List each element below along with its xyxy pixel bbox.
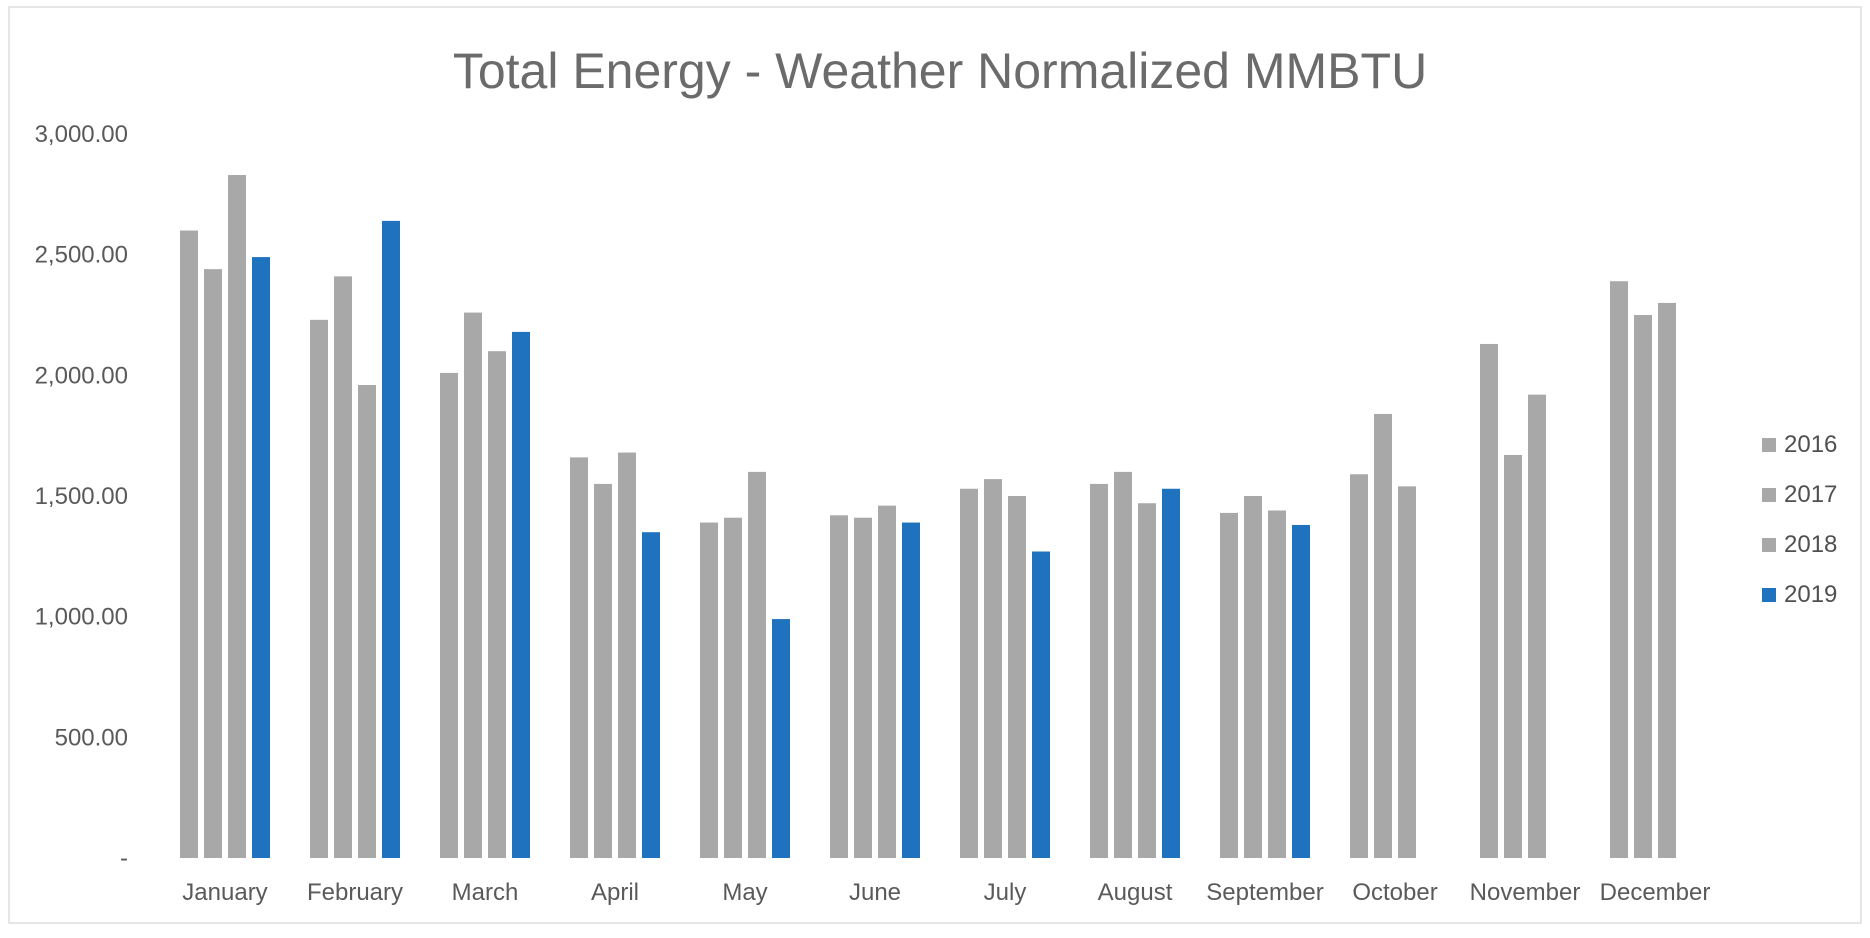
bar-2017-april xyxy=(594,483,612,858)
bars-group xyxy=(180,175,1676,859)
bar-2018-february xyxy=(358,384,376,858)
y-tick-label: 500.00 xyxy=(55,724,128,751)
bar-2019-july xyxy=(1032,551,1050,858)
legend: 2016 2017 2018 2019 xyxy=(1762,431,1837,608)
x-tick-label: May xyxy=(722,879,767,906)
bar-2018-june xyxy=(878,505,896,858)
bar-2017-august xyxy=(1114,471,1132,858)
bar-2019-may xyxy=(772,619,790,858)
bar-2016-june xyxy=(830,515,848,858)
chart-title: Total Energy - Weather Normalized MMBTU xyxy=(453,43,1427,99)
legend-label: 2018 xyxy=(1784,531,1837,558)
legend-swatch xyxy=(1762,538,1776,552)
bar-2018-july xyxy=(1008,496,1026,858)
bar-2018-september xyxy=(1268,510,1286,858)
bar-2018-april xyxy=(618,452,636,858)
x-tick-label: July xyxy=(984,879,1027,906)
bar-2016-january xyxy=(180,230,198,859)
bar-2018-october xyxy=(1398,486,1416,858)
bar-2016-march xyxy=(440,372,458,858)
bar-2019-march xyxy=(512,331,530,859)
bar-2017-may xyxy=(724,517,742,858)
x-tick-label: December xyxy=(1600,879,1711,906)
y-axis: - 500.00 1,000.00 1,500.00 2,000.00 2,500.00 3… xyxy=(35,121,128,872)
bar-2017-june xyxy=(854,517,872,858)
bar-2018-january xyxy=(228,175,246,858)
bar-2016-december xyxy=(1610,281,1628,858)
bar-2019-january xyxy=(252,257,270,859)
x-axis: January February March April May June July Augu… xyxy=(182,879,1710,906)
bar-2016-august xyxy=(1090,483,1108,858)
bar-2019-september xyxy=(1292,524,1310,858)
x-tick-label: February xyxy=(307,879,403,906)
y-tick-label: 1,500.00 xyxy=(35,483,128,510)
bar-2016-november xyxy=(1480,343,1498,859)
bar-2017-january xyxy=(204,269,222,858)
y-tick-label: 2,000.00 xyxy=(35,362,128,389)
x-tick-label: March xyxy=(452,879,519,906)
bar-2017-february xyxy=(334,276,352,858)
x-tick-label: April xyxy=(591,879,639,906)
bar-2016-july xyxy=(960,488,978,858)
y-tick-label: 3,000.00 xyxy=(35,121,128,148)
legend-label: 2017 xyxy=(1784,481,1837,508)
y-tick-label: 2,500.00 xyxy=(35,242,128,269)
bar-2016-september xyxy=(1220,512,1238,858)
x-tick-label: November xyxy=(1470,879,1581,906)
bar-2016-april xyxy=(570,457,588,858)
bar-2017-october xyxy=(1374,413,1392,858)
legend-swatch xyxy=(1762,588,1776,602)
bar-2019-june xyxy=(902,522,920,858)
chart-frame xyxy=(8,6,1862,924)
legend-swatch xyxy=(1762,488,1776,502)
bar-2016-october xyxy=(1350,474,1368,858)
x-tick-label: August xyxy=(1098,879,1173,906)
legend-label: 2019 xyxy=(1784,581,1837,608)
bar-2018-december xyxy=(1658,302,1676,858)
bar-2017-september xyxy=(1244,496,1262,858)
y-tick-label: - xyxy=(120,845,128,872)
legend-label: 2016 xyxy=(1784,431,1837,458)
bar-2018-november xyxy=(1528,394,1546,858)
x-tick-label: June xyxy=(849,879,901,906)
bar-2016-may xyxy=(700,522,718,858)
x-tick-label: October xyxy=(1352,879,1437,906)
bar-2018-march xyxy=(488,351,506,858)
bar-2018-may xyxy=(748,471,766,858)
x-tick-label: January xyxy=(182,879,267,906)
bar-2017-march xyxy=(464,312,482,858)
bar-2017-november xyxy=(1504,454,1522,858)
legend-swatch xyxy=(1762,438,1776,452)
bar-2017-december xyxy=(1634,315,1652,858)
bar-2019-february xyxy=(382,220,400,858)
y-tick-label: 1,000.00 xyxy=(35,604,128,631)
bar-2016-february xyxy=(310,319,328,858)
x-tick-label: September xyxy=(1206,879,1323,906)
bar-2019-august xyxy=(1162,488,1180,858)
bar-2018-august xyxy=(1138,503,1156,858)
bar-2017-july xyxy=(984,479,1002,858)
bar-2019-april xyxy=(642,532,660,858)
